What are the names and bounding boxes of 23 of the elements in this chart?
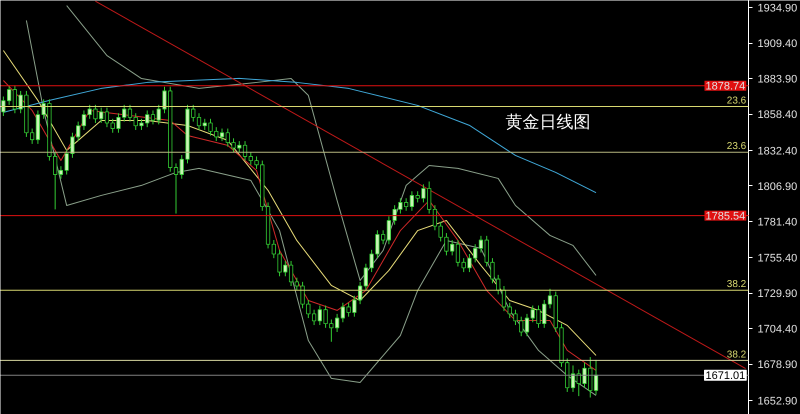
y-tick-label: 1652.90 (758, 395, 798, 408)
line-series (26, 20, 597, 396)
y-tick-label: 1883.90 (758, 74, 798, 86)
annotation: 23.6 (726, 96, 747, 107)
y-tick-label: 1704.40 (758, 324, 798, 336)
y-tick-label: 1806.90 (758, 180, 798, 193)
y-tick-label: 1781.40 (758, 216, 798, 228)
annotation: 38.2 (726, 349, 747, 360)
y-tick-label: 1909.40 (758, 38, 798, 50)
line-series (2, 78, 597, 194)
y-tick-label: 1832.40 (758, 145, 798, 158)
annotation: 38.2 (726, 279, 747, 290)
ref-line-label: 1671.01 (706, 370, 746, 382)
ref-line-label: 1878.74 (706, 80, 746, 93)
ref-line-label: 1785.54 (706, 210, 746, 223)
y-tick-label: 1678.90 (758, 359, 798, 372)
y-tick-label: 1755.40 (758, 252, 798, 265)
y-tick-label: 1729.90 (758, 288, 798, 300)
annotation: 23.6 (726, 141, 747, 152)
line-series (66, 5, 597, 281)
y-tick-label: 1934.90 (758, 2, 798, 14)
y-tick-label: 1858.40 (758, 109, 798, 122)
annotation: 黄金日线图 (506, 112, 590, 132)
